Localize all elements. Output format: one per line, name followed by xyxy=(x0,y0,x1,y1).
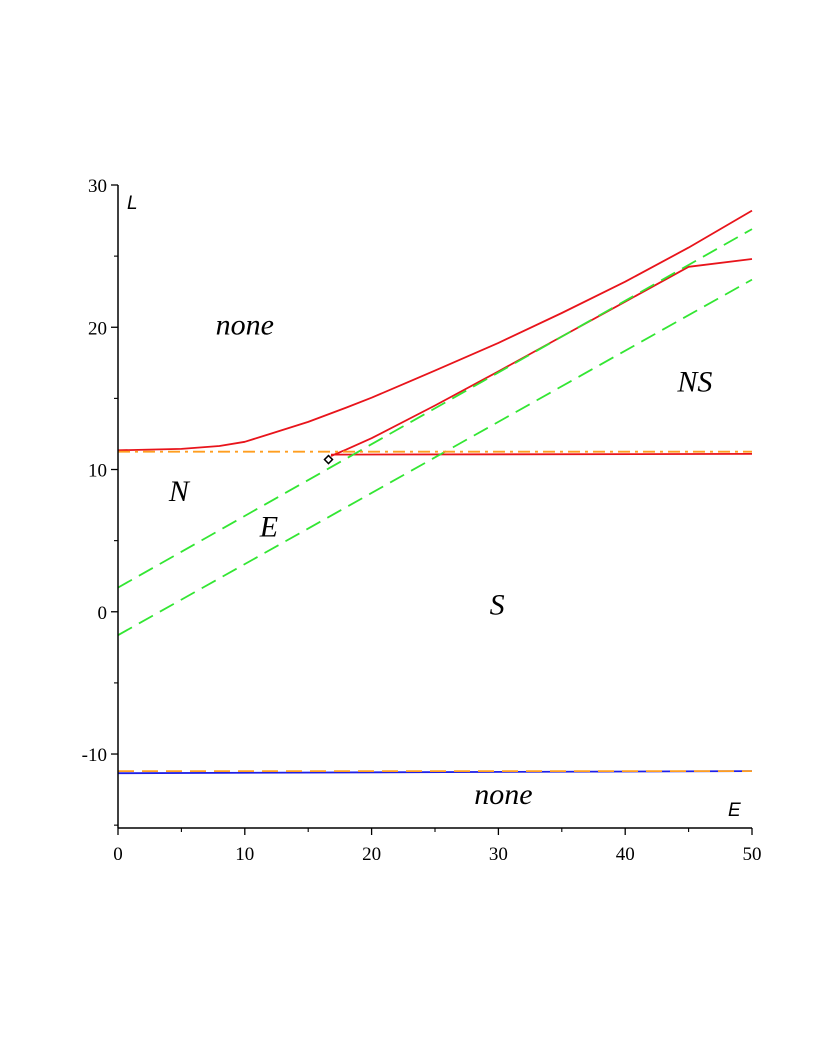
region-label: E xyxy=(259,510,278,543)
series-line-red-solid-0 xyxy=(117,209,753,452)
tick-layer: 0 10 20 30 40 50 -10 0 10 20 30 xyxy=(82,176,762,865)
x-tick-label: 20 xyxy=(362,844,381,865)
x-tick-label: 40 xyxy=(616,844,635,865)
series-line-red-solid-1 xyxy=(330,258,753,457)
y-tick-label: -10 xyxy=(82,745,107,766)
axis-layer xyxy=(117,185,752,829)
y-tick-label: 30 xyxy=(88,176,107,197)
region-label: S xyxy=(490,589,505,622)
x-tick-label: 30 xyxy=(489,844,508,865)
marker-layer xyxy=(323,454,334,465)
y-tick-label: 0 xyxy=(98,603,108,624)
series-line-red-solid-2 xyxy=(330,452,753,456)
x-axis-label: E xyxy=(728,800,741,821)
series-line-green-dashed-3 xyxy=(117,228,753,589)
x-tick-label: 0 xyxy=(113,844,123,865)
region-label: N xyxy=(168,475,191,508)
diamond-marker xyxy=(323,454,334,465)
series-line-green-dashed-4 xyxy=(117,278,753,636)
region-label: none xyxy=(216,308,274,341)
series-layer xyxy=(117,209,753,775)
y-axis-label: L xyxy=(127,193,138,214)
y-tick-label: 10 xyxy=(88,461,107,482)
x-tick-label: 50 xyxy=(743,844,762,865)
region-label: NS xyxy=(676,365,712,398)
region-label: none xyxy=(474,778,532,811)
x-tick-label: 10 xyxy=(235,844,254,865)
y-tick-label: 20 xyxy=(88,318,107,339)
